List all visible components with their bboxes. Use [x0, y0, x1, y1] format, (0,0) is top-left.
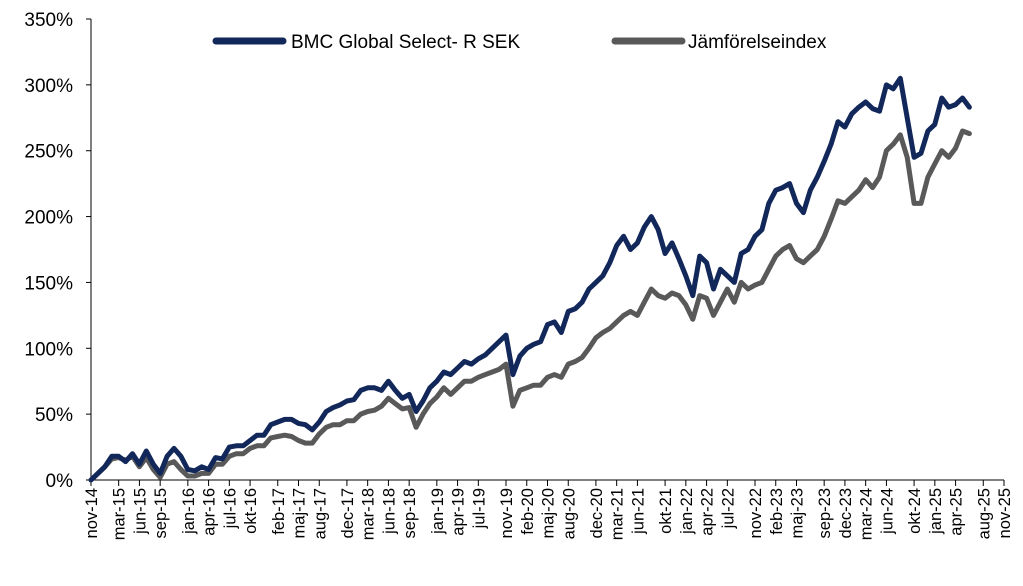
- y-tick-label: 250%: [24, 142, 73, 163]
- x-tick-label: jan-19: [429, 488, 447, 535]
- legend-label-jamforelseindex: Jämförelseindex: [688, 32, 827, 53]
- legend: BMC Global Select- R SEK Jämförelseindex: [212, 32, 827, 53]
- x-tick-label: nov-22: [747, 488, 765, 538]
- x-tick-label: sep-23: [816, 488, 834, 538]
- y-axis: 0% 50% 100% 150% 200% 250% 300% 350%: [24, 10, 92, 492]
- series-line-jamforelseindex: [88, 128, 972, 483]
- x-tick-label: jul-19: [470, 488, 488, 529]
- x-tick-label: jun-18: [380, 488, 398, 535]
- y-tick-label: 0%: [46, 471, 74, 492]
- x-tick-label: nov-19: [498, 488, 516, 538]
- x-tick-label: aug-20: [560, 488, 578, 539]
- x-tick-label: maj-23: [789, 488, 807, 538]
- y-tick-label: 300%: [24, 76, 73, 97]
- x-tick-label: mar-24: [858, 488, 876, 540]
- x-tick-label: okt-16: [242, 488, 260, 534]
- y-tick-label: 200%: [24, 208, 73, 229]
- x-tick-label: mar-18: [360, 488, 378, 540]
- y-tick-label: 100%: [24, 339, 73, 360]
- x-tick-label: maj-17: [291, 488, 309, 538]
- x-tick-label: apr-25: [948, 488, 966, 536]
- legend-label-bmc: BMC Global Select- R SEK: [291, 32, 520, 53]
- x-tick-label: jun-21: [629, 488, 647, 535]
- x-tick-label: feb-23: [768, 488, 786, 535]
- x-tick-label: okt-21: [657, 488, 675, 534]
- x-tick-label: jul-22: [719, 488, 737, 529]
- x-tick-label: apr-16: [201, 488, 219, 536]
- x-tick-label: jun-24: [878, 488, 896, 535]
- x-tick-label: aug-17: [311, 488, 329, 539]
- x-tick-label: feb-17: [270, 488, 288, 535]
- x-tick-label: jan-22: [678, 488, 696, 535]
- series-lines: [88, 75, 972, 483]
- x-tick-label: feb-20: [519, 488, 537, 535]
- x-tick-label: dec-17: [339, 488, 357, 538]
- y-tick-label: 50%: [35, 405, 73, 426]
- x-tick-label: dec-23: [837, 488, 855, 538]
- x-tick-label: okt-24: [906, 488, 924, 534]
- x-tick-label: nov-25: [996, 488, 1014, 538]
- x-tick-label: jun-15: [131, 488, 149, 535]
- x-tick-label: jan-16: [180, 488, 198, 535]
- x-tick-label: apr-22: [699, 488, 717, 536]
- x-tick-label: nov-14: [83, 488, 101, 538]
- x-tick-label: maj-20: [540, 488, 558, 538]
- y-tick-label: 150%: [24, 273, 73, 294]
- x-tick-label: jul-16: [221, 488, 239, 529]
- x-tick-label: apr-19: [450, 488, 468, 536]
- x-tick-label: sep-18: [401, 488, 419, 538]
- x-tick-label: mar-15: [111, 488, 129, 540]
- series-line-bmc: [88, 75, 972, 483]
- x-tick-label: jan-25: [927, 488, 945, 535]
- x-axis: nov-14 mar-15 jun-15 sep-15 jan-16 apr-16 jul-…: [83, 479, 1014, 540]
- x-tick-label: dec-20: [588, 488, 606, 538]
- x-tick-label: aug-25: [975, 488, 993, 539]
- x-tick-label: sep-15: [152, 488, 170, 538]
- y-tick-label: 350%: [24, 10, 73, 31]
- x-tick-label: mar-21: [609, 488, 627, 540]
